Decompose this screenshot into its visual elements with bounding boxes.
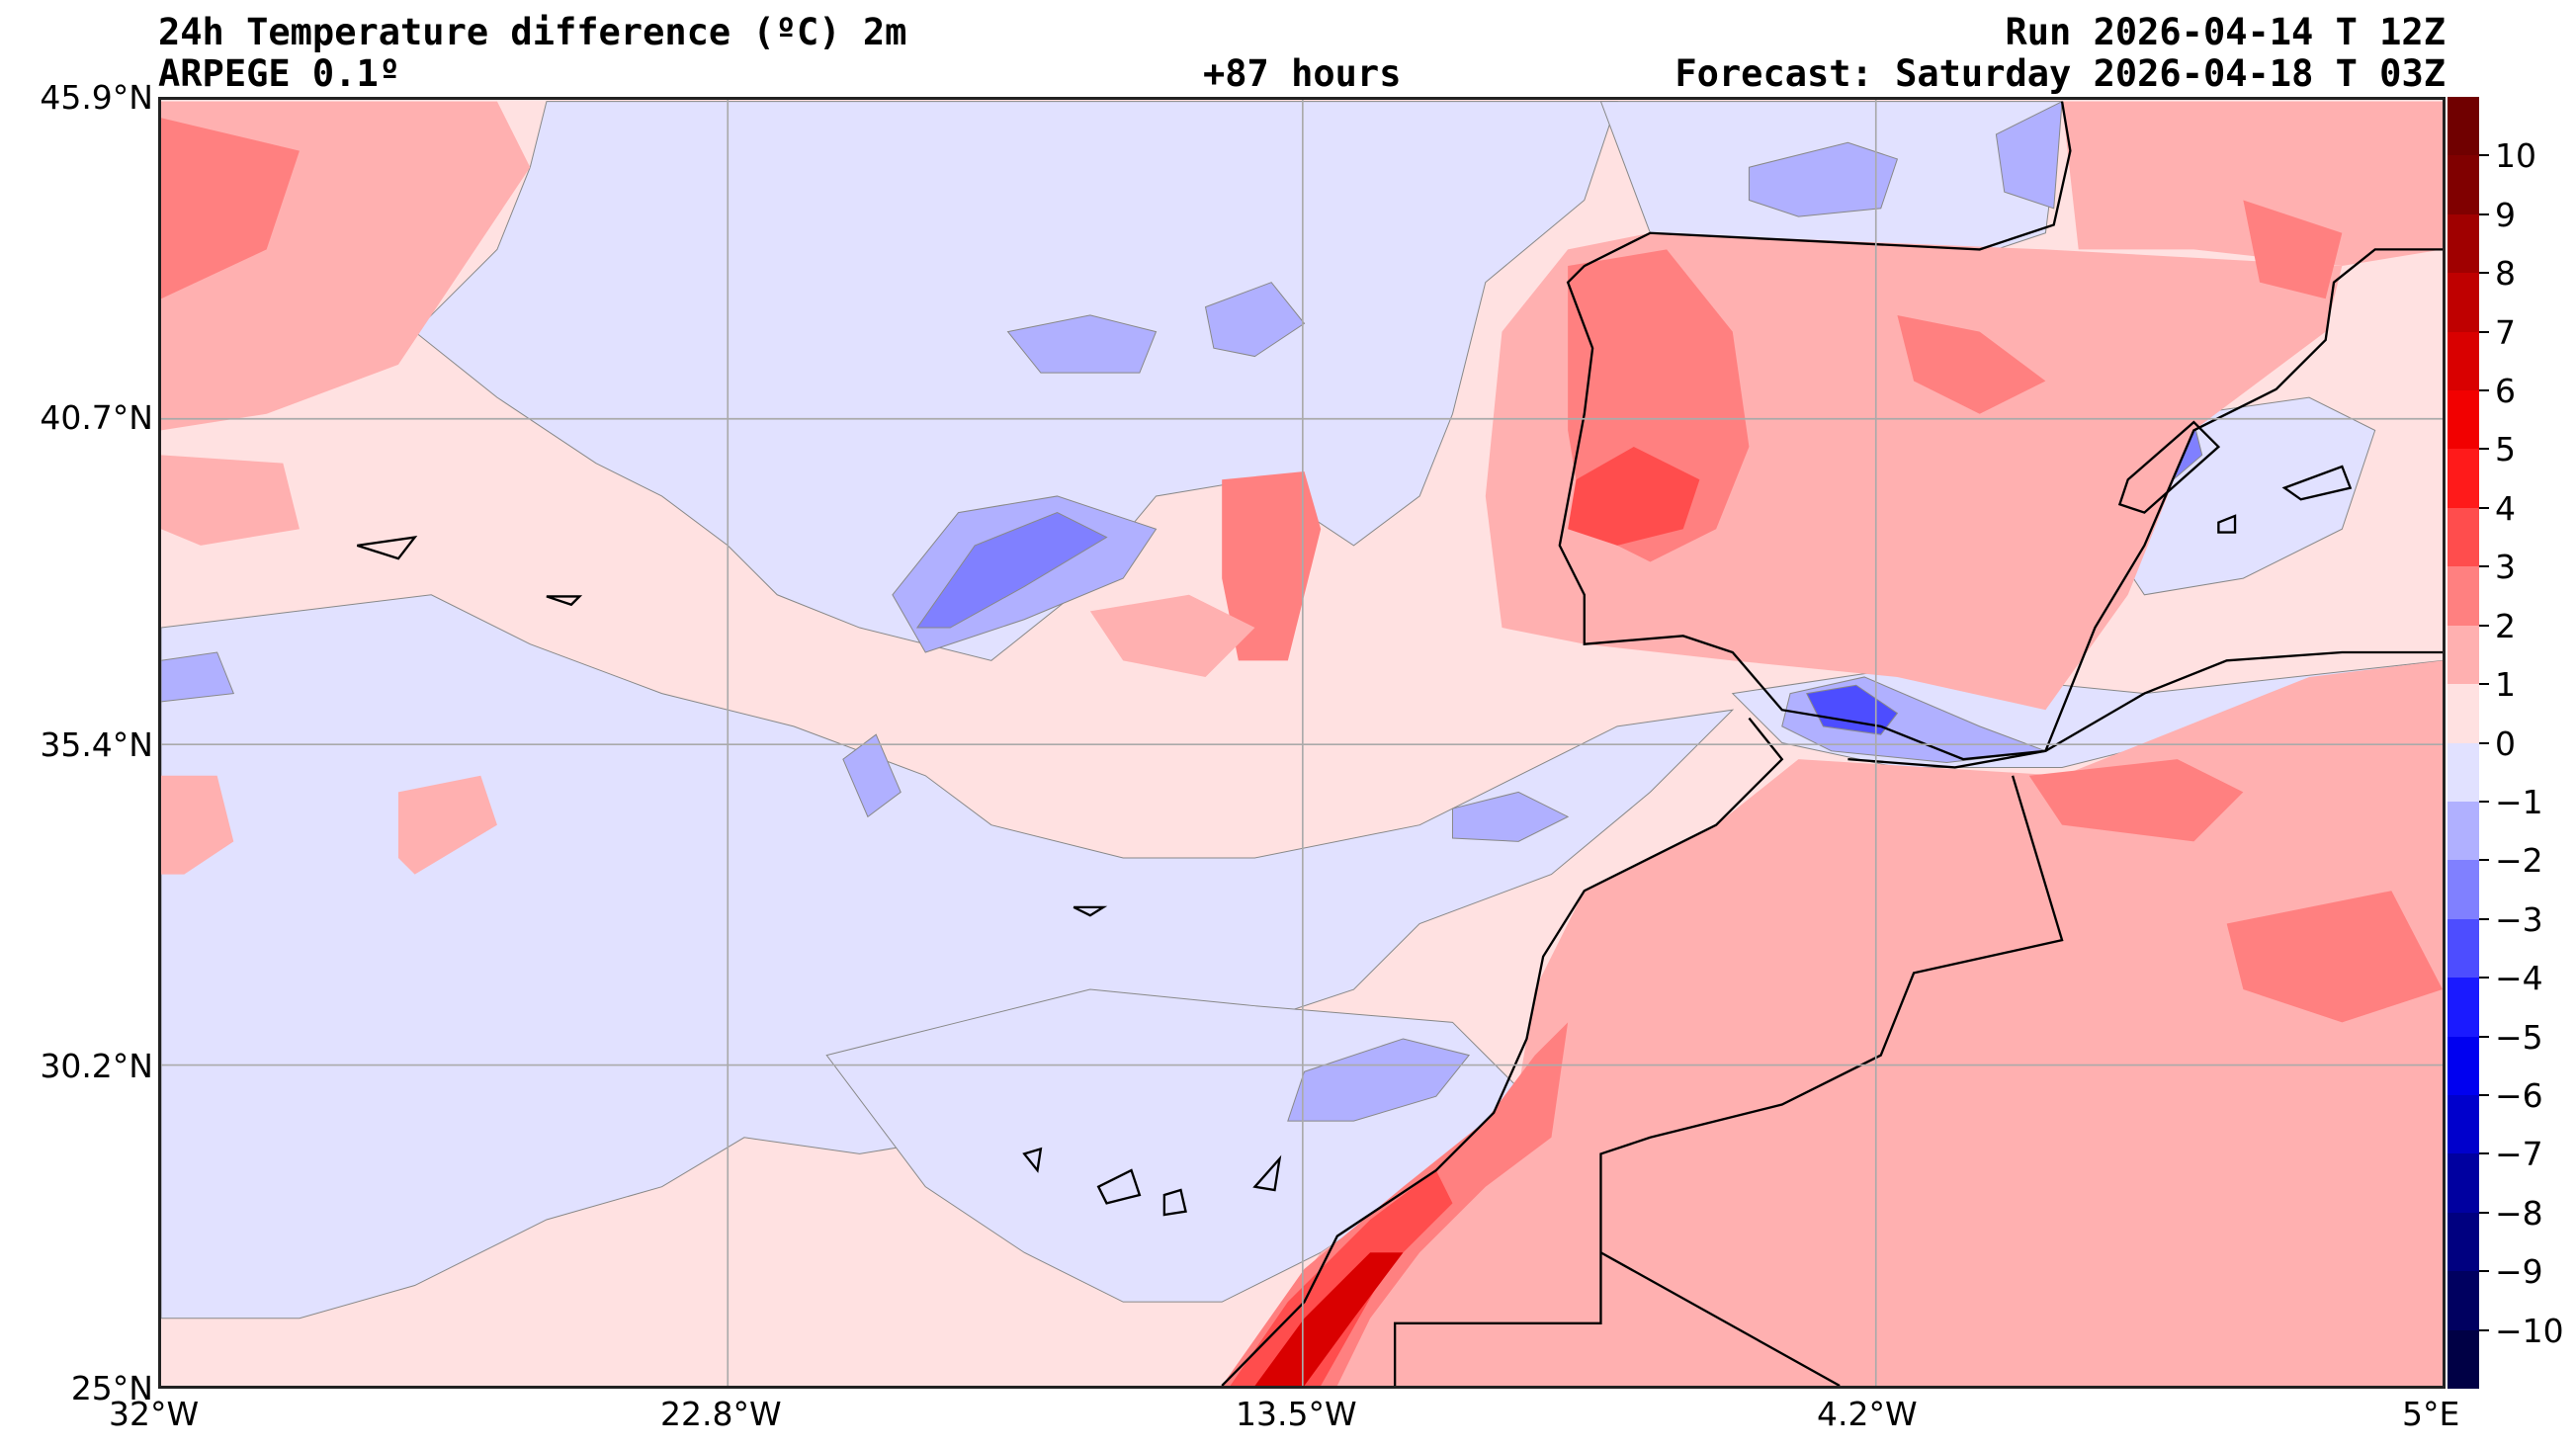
positive-anomaly-areas: [161, 101, 2443, 1386]
colorbar-tick-label: −5: [2495, 1017, 2543, 1057]
lon-label: 13.5°W: [1236, 1395, 1357, 1433]
colorbar-segment: [2447, 449, 2479, 509]
model-name: ARPEGE 0.1º: [158, 52, 401, 95]
colorbar-tick-label: −1: [2495, 782, 2543, 821]
colorbar-tick: [2479, 1270, 2489, 1273]
colorbar-tick: [2479, 154, 2489, 157]
colorbar-tick-label: 5: [2495, 430, 2516, 469]
colorbar-tick-label: −8: [2495, 1193, 2543, 1233]
colorbar-segment: [2447, 684, 2479, 743]
colorbar-tick: [2479, 213, 2489, 215]
colorbar-tick-label: 7: [2495, 312, 2516, 352]
lead-time: +87 hours: [1203, 52, 1402, 95]
colorbar-segment: [2447, 213, 2479, 274]
run-time: Run 2026-04-14 T 12Z: [2005, 11, 2446, 53]
colorbar-tick-label: −6: [2495, 1075, 2543, 1115]
colorbar-tick: [2479, 624, 2489, 627]
colorbar-segment: [2447, 1153, 2479, 1214]
colorbar-tick: [2479, 917, 2489, 920]
colorbar-tick-label: 9: [2495, 195, 2516, 234]
colorbar-segment: [2447, 1212, 2479, 1272]
lat-label: 45.9°N: [40, 78, 153, 117]
colorbar-tick: [2479, 1093, 2489, 1096]
colorbar-tick-label: −2: [2495, 841, 2543, 881]
colorbar-tick-label: 2: [2495, 606, 2516, 645]
colorbar-segment: [2447, 1094, 2479, 1154]
colorbar-segment: [2447, 801, 2479, 861]
colorbar-tick: [2479, 1035, 2489, 1038]
colorbar-tick-label: 0: [2495, 724, 2516, 763]
colorbar-segment: [2447, 155, 2479, 215]
colorbar-tick-label: 6: [2495, 372, 2516, 411]
map-title: 24h Temperature difference (ºC) 2m: [158, 11, 907, 53]
lat-label: 30.2°N: [40, 1047, 153, 1085]
colorbar-tick: [2479, 977, 2489, 980]
colorbar-segment: [2447, 978, 2479, 1038]
colorbar-tick: [2479, 1328, 2489, 1331]
colorbar-tick-label: 4: [2495, 488, 2516, 528]
colorbar-tick: [2479, 859, 2489, 862]
lon-label: 5°E: [2402, 1395, 2460, 1433]
colorbar-segment: [2447, 97, 2479, 156]
colorbar-tick-label: −9: [2495, 1252, 2543, 1292]
colorbar-tick-label: 8: [2495, 254, 2516, 294]
colorbar-tick-label: −4: [2495, 959, 2543, 998]
lon-label: 32°W: [109, 1395, 200, 1433]
colorbar-segment: [2447, 625, 2479, 685]
colorbar-segment: [2447, 507, 2479, 567]
colorbar-tick: [2479, 565, 2489, 568]
colorbar-tick: [2479, 1211, 2489, 1214]
colorbar-tick: [2479, 506, 2489, 509]
lon-label: 4.2°W: [1817, 1395, 1918, 1433]
colorbar-tick-label: 10: [2495, 136, 2536, 176]
colorbar-tick: [2479, 741, 2489, 744]
colorbar-segment: [2447, 860, 2479, 920]
colorbar-tick: [2479, 1152, 2489, 1155]
colorbar-tick: [2479, 683, 2489, 686]
colorbar-tick: [2479, 389, 2489, 392]
colorbar-tick: [2479, 448, 2489, 451]
colorbar-segment: [2447, 390, 2479, 450]
lat-label: 40.7°N: [40, 398, 153, 437]
colorbar-tick-label: 1: [2495, 665, 2516, 705]
lon-label: 22.8°W: [660, 1395, 782, 1433]
temperature-difference-map: [158, 97, 2446, 1389]
colorbar-segment: [2447, 566, 2479, 627]
colorbar-segment: [2447, 1036, 2479, 1096]
colorbar-tick-label: 3: [2495, 548, 2516, 587]
colorbar-segment: [2447, 742, 2479, 803]
gridlines: [161, 100, 2443, 1386]
lat-label: 35.4°N: [40, 725, 153, 764]
colorbar-segment: [2447, 918, 2479, 979]
lat-label: 25°N: [70, 1369, 153, 1407]
colorbar-tick-label: −7: [2495, 1135, 2543, 1174]
colorbar-segment: [2447, 331, 2479, 391]
colorbar-tick: [2479, 272, 2489, 275]
map-canvas: [161, 100, 2443, 1386]
colorbar-segment: [2447, 1329, 2479, 1390]
forecast-time: Forecast: Saturday 2026-04-18 T 03Z: [1674, 52, 2446, 95]
colorbar-tick-label: −10: [2495, 1311, 2564, 1350]
colorbar: [2447, 97, 2479, 1390]
colorbar-segment: [2447, 273, 2479, 333]
colorbar-tick: [2479, 800, 2489, 803]
colorbar-tick-label: −3: [2495, 899, 2543, 939]
colorbar-tick: [2479, 330, 2489, 333]
coastlines: [356, 101, 2443, 1386]
colorbar-segment: [2447, 1271, 2479, 1331]
